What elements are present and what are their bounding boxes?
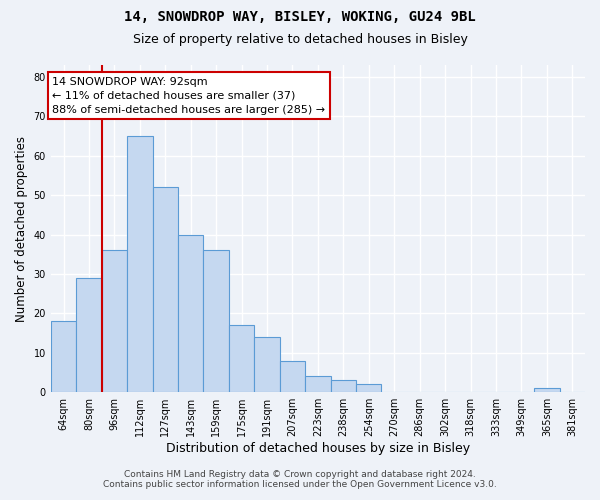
Bar [178,234,203,392]
Text: 14, SNOWDROP WAY, BISLEY, WOKING, GU24 9BL: 14, SNOWDROP WAY, BISLEY, WOKING, GU24 9… [124,10,476,24]
Bar [152,187,178,392]
Bar [254,337,280,392]
Text: Size of property relative to detached houses in Bisley: Size of property relative to detached ho… [133,32,467,46]
Y-axis label: Number of detached properties: Number of detached properties [15,136,28,322]
Bar [51,321,76,392]
Bar [203,250,229,392]
Bar [305,376,331,392]
Bar [356,384,382,392]
Text: Contains HM Land Registry data © Crown copyright and database right 2024.
Contai: Contains HM Land Registry data © Crown c… [103,470,497,489]
Bar [127,136,152,392]
Bar [229,325,254,392]
Bar [280,360,305,392]
Bar [534,388,560,392]
Bar [101,250,127,392]
Bar [331,380,356,392]
Text: 14 SNOWDROP WAY: 92sqm
← 11% of detached houses are smaller (37)
88% of semi-det: 14 SNOWDROP WAY: 92sqm ← 11% of detached… [52,77,325,115]
X-axis label: Distribution of detached houses by size in Bisley: Distribution of detached houses by size … [166,442,470,455]
Bar [76,278,101,392]
